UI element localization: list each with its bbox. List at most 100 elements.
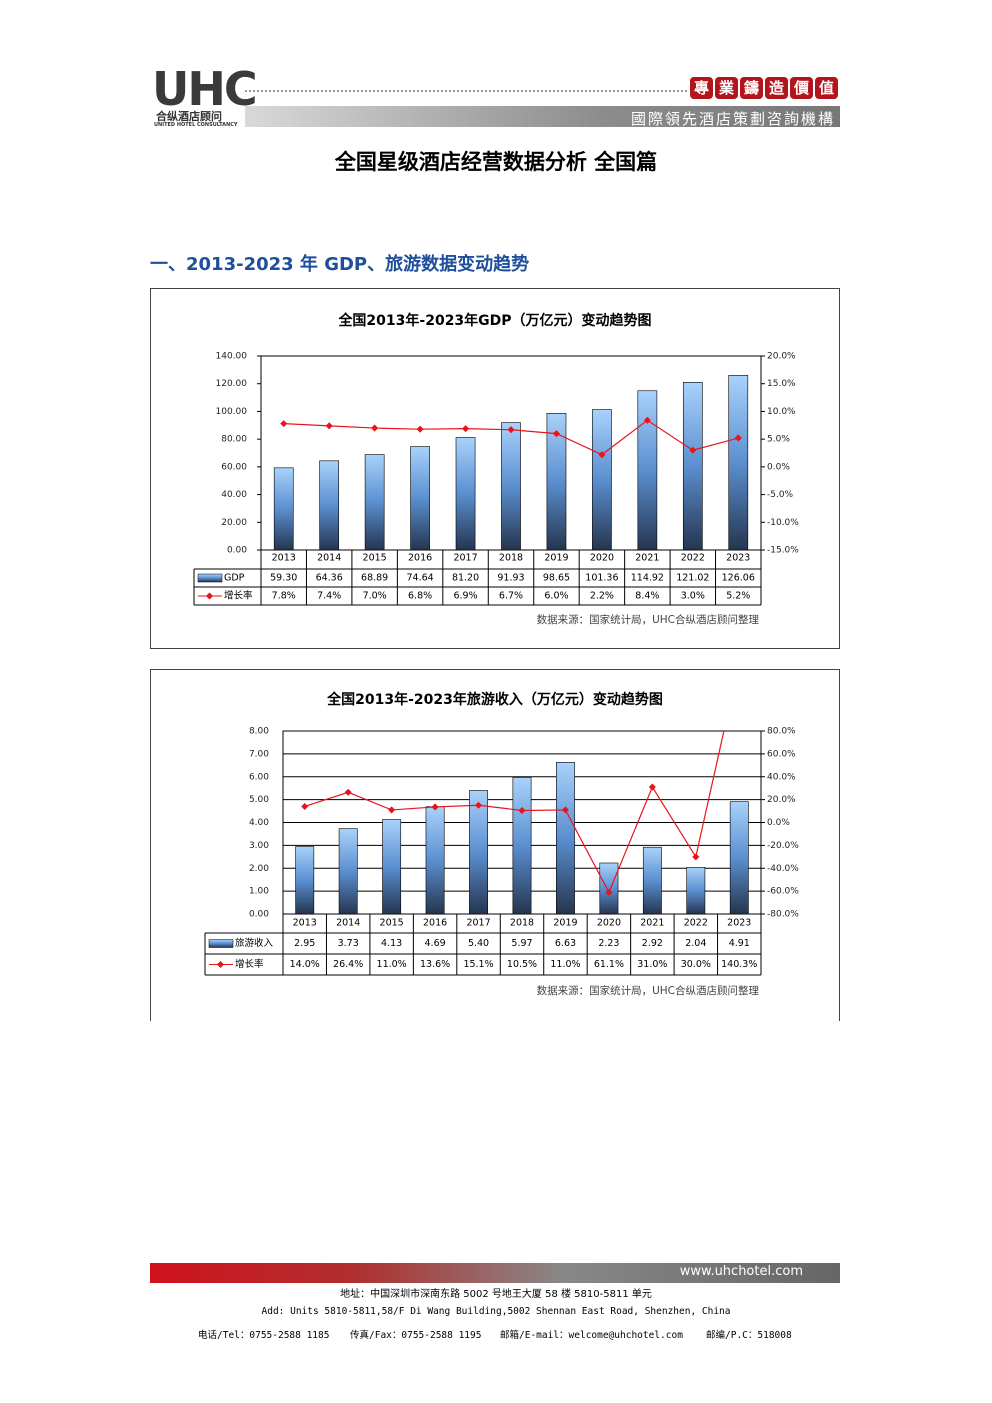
table-value: 98.65 [543,573,570,584]
y2-tick-label: 10.0% [767,407,796,417]
table-value: 26.4% [333,959,363,970]
bar [556,762,575,915]
table-value: 11.0% [377,959,407,970]
x-tick-label: 2013 [293,918,317,929]
table-value: 126.06 [722,573,755,584]
table-value: 6.7% [499,591,523,602]
slogan-char: 值 [815,77,838,99]
x-tick-label: 2016 [423,918,447,929]
table-value: 13.6% [420,959,450,970]
y2-tick-label: 15.0% [767,379,796,389]
chart-title: 全国2013年-2023年旅游收入（万亿元）变动趋势图 [326,691,663,708]
y-tick-label: 40.00 [221,490,247,500]
chart-frame: 全国2013年-2023年GDP（万亿元）变动趋势图 0.00 20.00 40.00… [150,288,840,649]
table-value: 91.93 [497,573,524,584]
x-tick-label: 2015 [363,553,387,564]
x-tick-label: 2013 [272,553,296,564]
table-value: 2.23 [598,938,619,949]
doc-title: 全国星级酒店经营数据分析 全国篇 [334,150,658,174]
table-value: 2.92 [642,938,663,949]
legend-swatch [197,573,223,583]
line-marker [475,801,483,809]
line-marker [692,853,700,861]
table-value: 3.73 [338,938,359,949]
table-value: 6.8% [408,591,432,602]
line-marker [734,434,742,442]
table-value: 2.2% [590,591,614,602]
source-note: 数据来源：国家统计局，UHC合纵酒店顾问整理 [537,613,760,626]
table-value: 64.36 [316,573,343,584]
y-tick-label: 1.00 [249,887,269,897]
y2-tick-label: 80.0% [767,727,796,737]
table-value: 7.8% [272,591,296,602]
y-tick-label: 7.00 [249,749,269,759]
logo-en: UNITED HOTEL CONSULTANCY [154,122,238,128]
table-value: 5.40 [468,938,489,949]
legend-label: 旅游收入 [235,937,274,949]
table-value: 140.3% [721,959,757,970]
bar [686,867,706,915]
chart: 全国2013年-2023年旅游收入（万亿元）变动趋势图 0.00 1.00 2.00 3… [204,691,799,997]
chart-title: 全国2013年-2023年GDP（万亿元）变动趋势图 [337,312,651,329]
bar [501,422,521,551]
table-value: 121.02 [676,573,709,584]
y2-tick-label: -15.0% [767,546,799,556]
y-tick-label: 20.00 [221,518,247,528]
x-tick-label: 2017 [453,553,477,564]
line-marker [689,446,697,454]
bar [682,382,703,551]
bar [637,390,658,551]
dotted-rule [245,90,687,92]
table-value: 6.63 [555,938,576,949]
table-value: 68.89 [361,573,388,584]
y-tick-label: 120.00 [216,379,248,389]
line-marker [462,425,470,433]
address-cn: 地址：中国深圳市深南东路 5002 号地王大厦 58 楼 5810-5811 单… [340,1289,652,1300]
line-marker [280,420,288,428]
line-marker [325,422,333,430]
slogan-char: 價 [790,77,813,99]
y-tick-label: 5.00 [249,795,269,805]
slogan: 專業鑄造價值 [690,77,838,99]
legend-label: GDP [224,573,245,584]
table-value: 31.0% [637,959,667,970]
table-value: 5.2% [726,591,750,602]
x-tick-label: 2014 [317,553,341,564]
table-value: 59.30 [270,573,297,584]
table-value: 74.64 [406,573,433,584]
x-tick-label: 2022 [681,553,705,564]
line-marker [416,425,424,433]
y2-tick-label: 0.0% [767,462,790,472]
slogan-char: 專 [690,77,713,99]
x-tick-label: 2019 [544,553,568,564]
y2-tick-label: -40.0% [767,864,799,874]
x-tick-label: 2020 [597,918,621,929]
x-tick-label: 2022 [684,918,708,929]
footer-bar [150,1263,840,1283]
table-value: 2.95 [294,938,315,949]
y2-tick-label: -60.0% [767,887,799,897]
y2-tick-label: 60.0% [767,749,796,759]
line-marker [301,802,309,811]
y2-tick-label: -20.0% [767,841,799,851]
bar [410,446,430,551]
bar [364,454,385,551]
contact: 传真/Fax：0755-2588 1195 [350,1330,482,1341]
x-tick-label: 2016 [408,553,432,564]
legend-marker [205,592,214,600]
table-value: 61.1% [594,959,624,970]
legend-label: 增长率 [224,590,253,602]
table-value: 4.91 [729,938,750,949]
line-marker [643,416,651,424]
x-tick-label: 2021 [640,918,664,929]
legend-label: 增长率 [235,958,264,970]
bar [546,412,567,551]
table-value: 11.0% [550,959,580,970]
table-value: 10.5% [507,959,537,970]
x-tick-label: 2021 [635,553,659,564]
y-tick-label: 80.00 [221,435,247,445]
website: www.uhchotel.com [679,1264,803,1279]
table-value: 2.04 [685,938,706,949]
contact: 邮编/P.C：518008 [706,1330,792,1341]
